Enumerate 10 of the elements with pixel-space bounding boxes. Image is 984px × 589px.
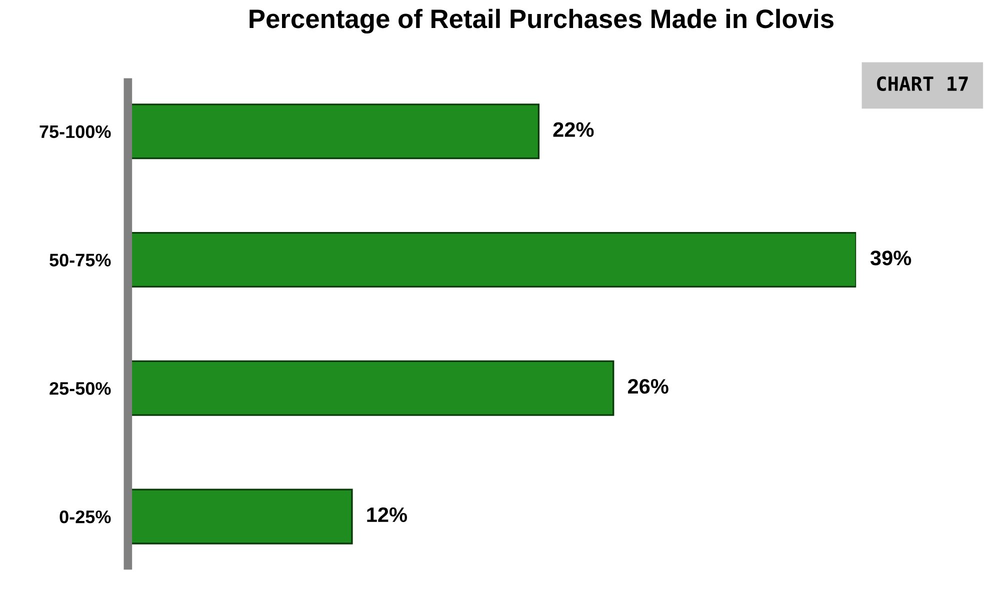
y-tick-label: 25-50% — [50, 382, 111, 395]
caption: CHART 17 — [877, 76, 968, 92]
data-label: 12% — [367, 507, 408, 522]
y-tick-label: 50-75% — [50, 254, 111, 266]
chart-title: Percentage of Retail Purchases Made in Clovis — [250, 8, 834, 34]
data-label: 39% — [870, 250, 912, 266]
y-tick-label: 0-25% — [60, 510, 111, 524]
y-tick-label: 75-100% — [40, 125, 111, 138]
data-label: 26% — [628, 378, 668, 394]
data-label: 22% — [553, 122, 594, 137]
